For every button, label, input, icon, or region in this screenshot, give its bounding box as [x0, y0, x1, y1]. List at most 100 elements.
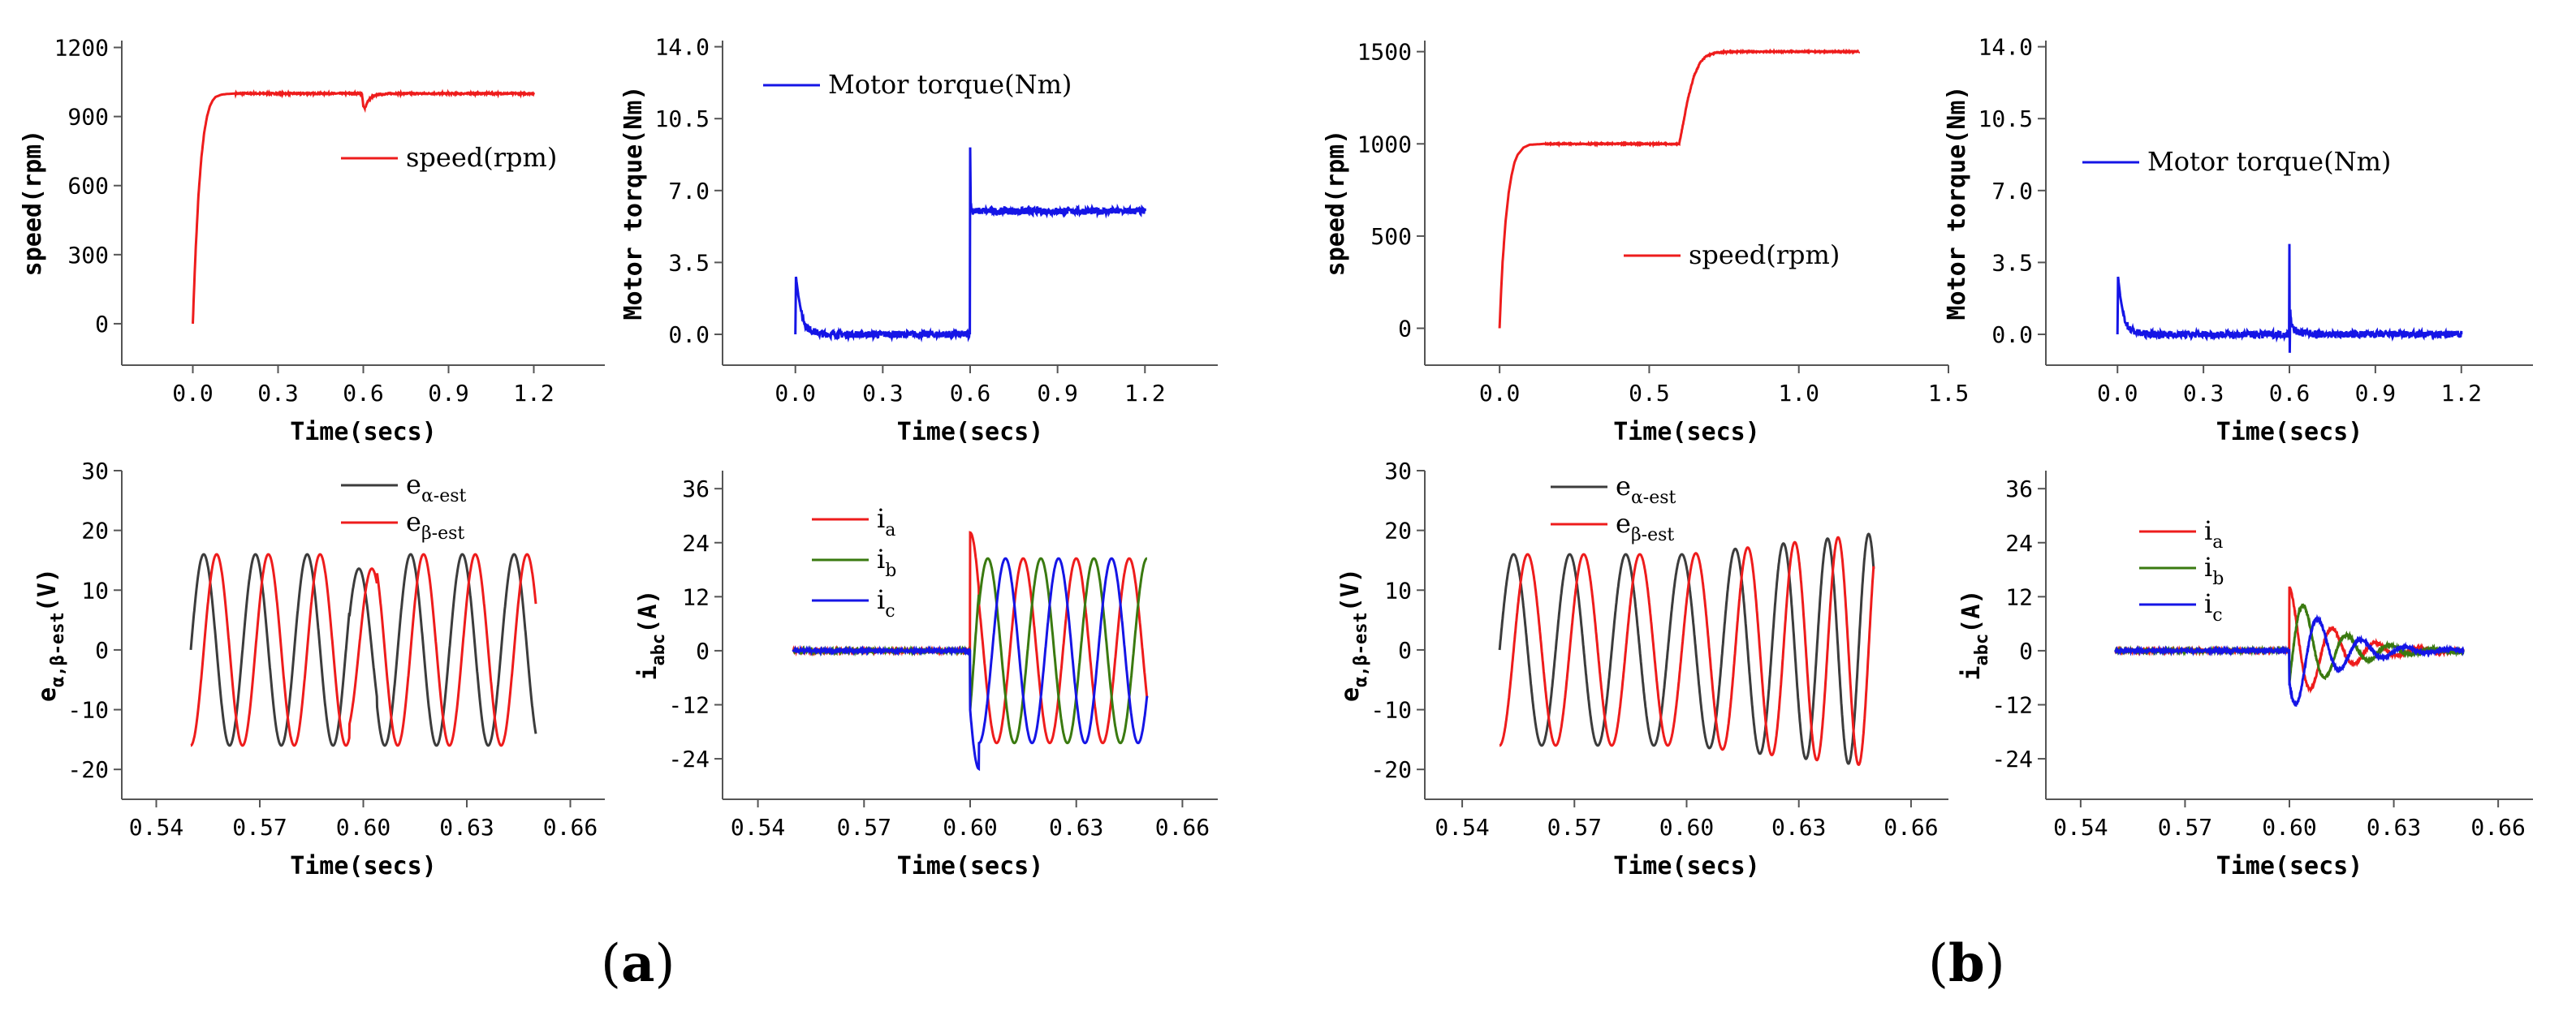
y-tick-label: 3.5: [1991, 249, 2033, 276]
caption-a-letter: a: [620, 933, 655, 994]
chart-a-emf: 0.54 0.57 0.60 0.63 0.66 -20 -10 0 10 20 30 Time(se…: [33, 458, 605, 880]
y-tick-label: 10.5: [655, 105, 710, 132]
y-axis-label: eα,β-est(V): [1336, 568, 1371, 702]
y-axis-label: iabc(A): [1957, 590, 1992, 681]
x-tick-label: 0.6: [343, 380, 384, 407]
x-tick-label: 0.66: [2470, 814, 2525, 841]
chart-b-torque: 0.0 0.3 0.6 0.9 1.2 0.0 3.5 7.0 10.5 14.0 Time(sec…: [1943, 34, 2533, 446]
y-tick-label: 0: [1398, 637, 1412, 664]
y-tick-label: 0: [95, 637, 109, 664]
x-axis-label: Time(secs): [290, 852, 437, 880]
series-line-motor-torque-nm-: [794, 147, 1146, 342]
chart-b-emf: 0.54 0.57 0.60 0.63 0.66 -20 -10 0 10 20 30 Time(se…: [1336, 458, 1948, 880]
x-tick-label: 0.60: [336, 814, 390, 841]
y-tick-label: -20: [67, 756, 109, 783]
legend-label: ib: [2204, 552, 2224, 589]
series-line-speed-rpm-: [192, 88, 535, 324]
y-tick-label: 3.5: [668, 249, 710, 276]
y-tick-label: 36: [682, 476, 710, 502]
y-tick-label: 24: [2005, 530, 2033, 557]
legend-label: eβ-est: [1616, 508, 1674, 545]
y-tick-label: 1000: [1357, 131, 1412, 157]
x-tick-label: 1.2: [2440, 380, 2482, 407]
x-tick-label: 0.57: [1547, 814, 1602, 841]
y-tick-label: 7.0: [1991, 178, 2033, 204]
legend-label: speed(rpm): [406, 142, 557, 173]
legend-label: speed(rpm): [1689, 239, 1840, 270]
y-tick-label: 36: [2005, 476, 2033, 502]
series-line-e-est-: [1499, 536, 1875, 766]
y-axis-label: Motor torque(Nm): [619, 86, 648, 321]
chart-a-speed: 0.0 0.3 0.6 0.9 1.2 0 300 600 900 1200 Time(secs) s…: [19, 35, 605, 446]
y-tick-label: 0.0: [668, 321, 710, 348]
series-line-e-est-: [189, 553, 537, 747]
y-tick-label: 600: [67, 173, 109, 200]
legend-label: ia: [2204, 515, 2223, 553]
x-tick-label: 0.63: [439, 814, 494, 841]
series-line-speed-rpm-: [1498, 48, 1860, 329]
y-axis-label: iabc(A): [634, 590, 669, 681]
chart-b-current: 0.54 0.57 0.60 0.63 0.66 -24 -12 0 12 24 36 Time(se…: [1957, 471, 2533, 880]
x-tick-label: 0.57: [837, 814, 891, 841]
x-tick-label: 0.60: [943, 814, 997, 841]
series-line-i-c: [2114, 613, 2465, 708]
y-tick-label: -12: [1991, 691, 2033, 718]
x-tick-label: 1.0: [1778, 380, 1819, 407]
y-tick-label: 0: [2019, 638, 2033, 665]
x-tick-label: 0.60: [2262, 814, 2316, 841]
legend-label: ic: [877, 584, 895, 622]
x-tick-label: 0.63: [2367, 814, 2421, 841]
y-tick-label: 30: [1384, 458, 1412, 484]
y-tick-label: 0.0: [1991, 321, 2033, 348]
y-tick-label: 12: [682, 583, 710, 610]
x-tick-label: 0.54: [1435, 814, 1489, 841]
y-tick-label: 300: [67, 242, 109, 269]
x-axis-label: Time(secs): [290, 418, 437, 446]
x-axis-label: Time(secs): [1613, 418, 1760, 446]
series-line-e-est-: [190, 553, 537, 747]
y-tick-label: 0: [696, 638, 710, 665]
y-tick-label: 1500: [1357, 39, 1412, 66]
x-tick-label: 0.63: [1771, 814, 1826, 841]
x-tick-label: 0.6: [2269, 380, 2311, 407]
chart-b-speed: 0.0 0.5 1.0 1.5 0 500 1000 1500 Time(secs) speed(…: [1322, 39, 1969, 446]
y-tick-label: 14.0: [655, 34, 710, 61]
x-tick-label: 0.57: [232, 814, 287, 841]
x-tick-label: 0.57: [2158, 814, 2212, 841]
x-tick-label: 0.0: [2097, 380, 2138, 407]
y-tick-label: 20: [1384, 518, 1412, 544]
legend-label: ia: [877, 503, 895, 540]
caption-b: (b): [1928, 933, 2005, 994]
legend-label: ic: [2204, 588, 2223, 626]
x-tick-label: 1.2: [1124, 380, 1166, 407]
y-tick-label: -12: [668, 691, 710, 718]
y-tick-label: 24: [682, 530, 710, 557]
x-tick-label: 1.5: [1928, 380, 1970, 407]
x-axis-label: Time(secs): [1613, 852, 1760, 880]
y-tick-label: 14.0: [1978, 34, 2033, 61]
x-tick-label: 0.6: [950, 380, 991, 407]
legend-label: eα-est: [1616, 471, 1676, 508]
y-tick-label: -20: [1370, 756, 1412, 783]
x-axis-label: Time(secs): [897, 852, 1044, 880]
x-axis-label: Time(secs): [2216, 852, 2363, 880]
chart-a-torque: 0.0 0.3 0.6 0.9 1.2 0.0 3.5 7.0 10.5 14.0 Time(sec…: [619, 34, 1218, 446]
x-tick-label: 0.0: [775, 380, 816, 407]
x-tick-label: 0.54: [129, 814, 183, 841]
x-tick-label: 0.63: [1049, 814, 1103, 841]
y-tick-label: 7.0: [668, 178, 710, 204]
y-tick-label: -24: [1991, 746, 2033, 773]
x-tick-label: 0.0: [172, 380, 214, 407]
x-tick-label: 0.3: [862, 380, 904, 407]
series-line-motor-torque-nm-: [2116, 243, 2463, 353]
legend-label: Motor torque(Nm): [2147, 146, 2391, 177]
y-tick-label: 10: [81, 577, 109, 604]
y-axis-label: eα,β-est(V): [33, 568, 68, 702]
x-tick-label: 0.60: [1659, 814, 1714, 841]
x-tick-label: 0.54: [731, 814, 785, 841]
x-tick-label: 0.0: [1479, 380, 1521, 407]
x-tick-label: 0.66: [1883, 814, 1938, 841]
x-tick-label: 0.5: [1629, 380, 1670, 407]
x-tick-label: 0.66: [543, 814, 598, 841]
y-tick-label: 10.5: [1978, 105, 2033, 132]
